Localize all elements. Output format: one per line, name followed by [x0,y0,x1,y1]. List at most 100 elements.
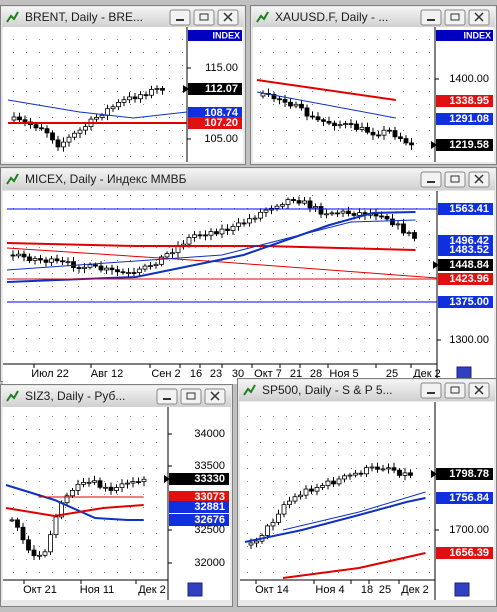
candle-body [254,540,259,544]
restore-button[interactable] [444,171,466,188]
restore-button[interactable] [444,9,466,26]
candle-body [298,494,303,498]
candle-body [104,267,109,271]
minimize-button[interactable] [420,171,442,188]
price-label: 1400.00 [449,73,489,85]
candle-body [369,466,375,469]
candle-body [402,472,408,476]
candle-body [50,132,55,141]
candle-body [203,234,208,237]
price-marker [169,501,229,513]
candle-body [9,519,15,522]
candle-body [336,478,342,485]
scroll-button[interactable] [454,582,470,597]
price-arrow [431,141,437,149]
window-icon [6,390,19,402]
candle-body [55,139,61,148]
candle-body [225,228,230,231]
candle-body [310,115,315,118]
time-label: 25 [379,584,391,596]
close-icon [210,391,220,401]
candle-body [370,131,376,136]
time-label: 28 [310,368,322,380]
candle-body [292,496,298,502]
candle-body [219,228,225,235]
time-label: Авг 12 [91,368,123,380]
candle-body [364,467,369,475]
candle-body [61,141,66,148]
window-title: SIZ3, Daily - Руб... [25,389,125,403]
candle-body [44,128,50,134]
candle-body [280,204,285,207]
candle-body [143,94,149,97]
restore-icon [450,386,460,394]
time-label: Сен 2 [151,368,180,380]
candle-body [277,98,282,101]
time-label: Ноя 11 [80,584,115,596]
window-title: XAUUSD.F, Daily - ... [275,10,388,24]
candle-body [83,126,88,131]
price-marker [436,139,493,151]
moving-average [6,219,416,271]
candle-body [77,129,83,134]
price-marker [169,514,229,526]
candle-body [141,478,147,483]
price-label: 1338.95 [449,95,489,107]
candle-body [381,129,387,136]
price-label: 32676 [194,514,225,526]
price-marker [436,468,493,480]
index-box [436,30,493,41]
minimize-button[interactable] [156,388,178,405]
candle-body [148,265,153,267]
candle-body [293,103,299,107]
candle-body [392,130,398,138]
moving-average [5,484,144,521]
candle-body [121,99,127,103]
candle-body [33,124,39,129]
price-label: 115.00 [205,62,238,74]
candle-body [265,525,270,536]
candle-body [126,272,131,274]
candle-body [66,136,72,143]
candle-body [302,200,307,204]
time-label: Ноя 5 [329,368,358,380]
price-arrow [433,261,439,269]
price-label: 1700.00 [449,524,489,536]
candle-body [409,142,414,146]
candle-body [208,231,214,236]
price-arrow [183,85,189,93]
candle-body [160,88,165,91]
candle-body [103,486,108,489]
candle-body [401,223,406,234]
candle-body [20,526,26,541]
candle-body [354,123,359,130]
price-arrow [431,470,437,478]
candle-body [99,114,105,118]
index-label: INDEX [212,30,240,40]
candle-body [75,483,81,491]
candle-body [125,482,130,485]
price-marker [436,547,493,559]
restore-button[interactable] [193,9,215,26]
scroll-button[interactable] [187,582,203,597]
candle-body [380,468,386,471]
candle-body [72,132,77,138]
title-bar [2,169,495,190]
candle-body [307,200,313,209]
candle-body [314,487,320,492]
candle-body [276,513,281,523]
candle-body [406,232,412,234]
minimize-button[interactable] [169,9,191,26]
minimize-button[interactable] [420,382,442,399]
chart-window: XAUUSD.F, Daily - ... INDEX 1400.00 1338.95… [250,5,497,165]
restore-icon [450,175,460,183]
restore-button[interactable] [180,388,202,405]
price-label: 1798.78 [449,468,489,480]
candle-body [309,488,314,492]
price-label: 112.07 [205,83,238,95]
candle-body [337,124,343,127]
moving-average [6,247,438,279]
restore-button[interactable] [444,382,466,399]
minimize-button[interactable] [420,9,442,26]
